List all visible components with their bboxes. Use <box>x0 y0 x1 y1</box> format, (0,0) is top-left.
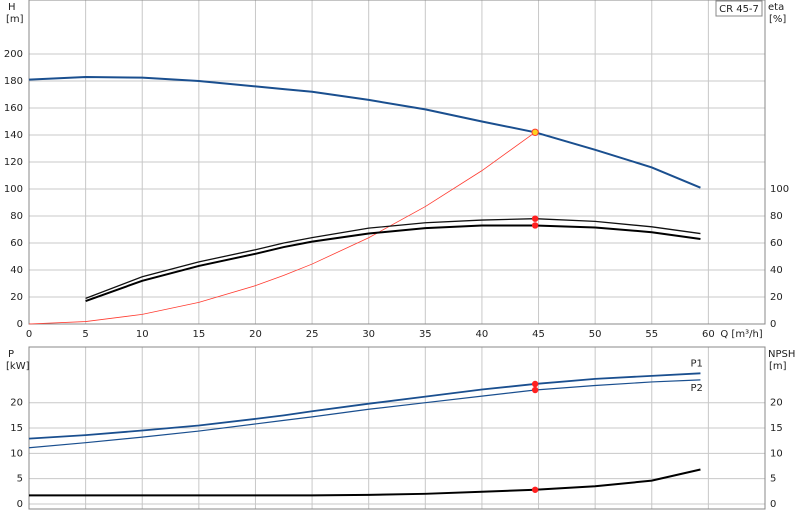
y-tick-label: 160 <box>4 103 23 114</box>
y-tick-label: 20 <box>10 398 23 409</box>
x-tick-label: 0 <box>26 329 32 340</box>
series-line <box>29 468 701 497</box>
series-line <box>28 75 701 189</box>
y-tick-label: 120 <box>4 157 23 168</box>
duty-point <box>531 380 539 388</box>
x-tick-label: 10 <box>136 329 149 340</box>
duty-point <box>531 486 539 493</box>
y-tick-label: 80 <box>10 211 23 222</box>
annotation-box <box>715 0 763 17</box>
y2-axis-unit: [%] <box>769 14 786 25</box>
y-tick-label: 40 <box>10 265 23 276</box>
y-axis-unit: [kW] <box>6 361 30 372</box>
y2-tick-label: 15 <box>770 423 783 434</box>
y-tick-label: 20 <box>10 292 23 303</box>
series-line <box>85 224 701 302</box>
y-tick-label: 0 <box>17 499 23 510</box>
y-axis-label: P <box>8 349 14 360</box>
x-tick-label: 5 <box>82 329 88 340</box>
y2-tick-label: 40 <box>770 265 783 276</box>
series-line <box>28 379 701 449</box>
series-line <box>28 131 536 325</box>
x-tick-label: 15 <box>192 329 205 340</box>
y2-tick-label: 100 <box>770 184 789 195</box>
duty-point <box>531 222 539 229</box>
plot-frame <box>28 0 766 325</box>
y2-tick-label: 20 <box>770 292 783 303</box>
line-label: P2 <box>690 383 702 394</box>
plot-frame <box>28 346 766 510</box>
y2-tick-label: 0 <box>770 499 776 510</box>
annotation: CR 45-7 <box>719 4 759 15</box>
series-line <box>28 372 701 440</box>
x-tick-label: 20 <box>249 329 262 340</box>
x-axis-label: Q [m³/h] <box>720 329 762 340</box>
y2-tick-label: 0 <box>770 319 776 330</box>
y2-axis-label: NPSH <box>768 349 795 360</box>
x-tick-label: 60 <box>702 329 715 340</box>
y-tick-label: 15 <box>10 423 23 434</box>
y-tick-label: 200 <box>4 49 23 60</box>
y-tick-label: 0 <box>17 319 23 330</box>
duty-point <box>531 215 539 222</box>
y2-tick-label: 20 <box>770 398 783 409</box>
y2-tick-label: 5 <box>770 474 776 485</box>
x-tick-label: 45 <box>532 329 545 340</box>
y-axis-unit: [m] <box>6 14 24 25</box>
y-tick-label: 140 <box>4 130 23 141</box>
series-line <box>85 218 701 299</box>
y-axis-label: H <box>8 2 16 13</box>
x-tick-label: 35 <box>419 329 432 340</box>
x-tick-label: 40 <box>476 329 489 340</box>
y-tick-label: 10 <box>10 448 23 459</box>
x-tick-label: 25 <box>306 329 319 340</box>
y-tick-label: 180 <box>4 76 23 87</box>
y2-tick-label: 60 <box>770 238 783 249</box>
x-tick-label: 50 <box>589 329 602 340</box>
y-tick-label: 5 <box>17 474 23 485</box>
x-tick-label: 30 <box>362 329 375 340</box>
line-label: P1 <box>690 358 702 369</box>
y2-tick-label: 80 <box>770 211 783 222</box>
y-tick-label: 100 <box>4 184 23 195</box>
y2-axis-label: eta <box>768 2 784 13</box>
y2-tick-label: 10 <box>770 448 783 459</box>
duty-point <box>531 128 539 137</box>
y2-axis-unit: [m] <box>769 361 787 372</box>
duty-point <box>531 386 539 394</box>
x-tick-label: 55 <box>645 329 658 340</box>
y-tick-label: 60 <box>10 238 23 249</box>
